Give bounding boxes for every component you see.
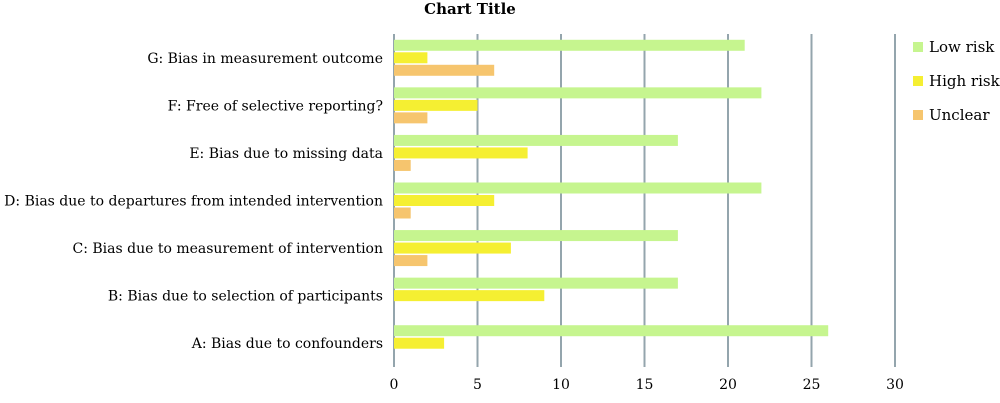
bar-unclear-d: [394, 207, 411, 219]
bar-unclear-f: [394, 112, 428, 124]
x-tick-label: 20: [719, 377, 737, 393]
legend: Low risk High risk Unclear: [913, 38, 1000, 124]
bar-high-risk-d: [394, 195, 495, 206]
category-label: B: Bias due to selection of participants: [108, 289, 383, 305]
bar-high-risk-e: [394, 147, 528, 159]
x-axis-ticks: 0 5 10 15 20 25 30: [390, 377, 904, 393]
legend-label: Unclear: [929, 106, 990, 124]
legend-swatch-unclear: [913, 110, 923, 120]
category-label: D: Bias due to departures from intended …: [4, 194, 383, 210]
bar-high-risk-b: [394, 290, 545, 302]
bar-unclear-e: [394, 159, 411, 171]
bar-high-risk-g: [394, 52, 428, 64]
bar-unclear-g: [394, 64, 495, 76]
legend-label: High risk: [929, 72, 1000, 90]
category-labels: A: Bias due to confounders B: Bias due to…: [4, 51, 383, 352]
bar-low-risk-f: [394, 87, 762, 99]
legend-swatch-low-risk: [913, 42, 923, 52]
x-tick-label: 10: [552, 377, 570, 393]
category-label: F: Free of selective reporting?: [168, 98, 383, 114]
x-tick-label: 30: [886, 377, 904, 393]
legend-swatch-high-risk: [913, 76, 923, 86]
bar-low-risk-e: [394, 134, 678, 146]
bar-low-risk-b: [394, 277, 678, 289]
x-tick-label: 25: [803, 377, 821, 393]
bars: [394, 39, 829, 349]
bar-low-risk-g: [394, 39, 745, 51]
bar-high-risk-f: [394, 99, 478, 111]
x-tick-label: 15: [636, 377, 654, 393]
bar-low-risk-a: [394, 325, 829, 337]
category-label: E: Bias due to missing data: [189, 146, 383, 162]
bar-high-risk-a: [394, 337, 445, 349]
x-tick-label: 0: [390, 377, 399, 393]
legend-label: Low risk: [929, 38, 995, 56]
chart-title: Chart Title: [424, 0, 516, 18]
category-label: C: Bias due to measurement of interventi…: [72, 241, 383, 257]
x-tick-label: 5: [473, 377, 482, 393]
bar-unclear-c: [394, 255, 428, 267]
bar-low-risk-d: [394, 182, 762, 194]
category-label: G: Bias in measurement outcome: [147, 51, 383, 67]
category-label: A: Bias due to confounders: [191, 336, 383, 352]
bar-high-risk-c: [394, 242, 511, 254]
bar-low-risk-c: [394, 230, 678, 242]
